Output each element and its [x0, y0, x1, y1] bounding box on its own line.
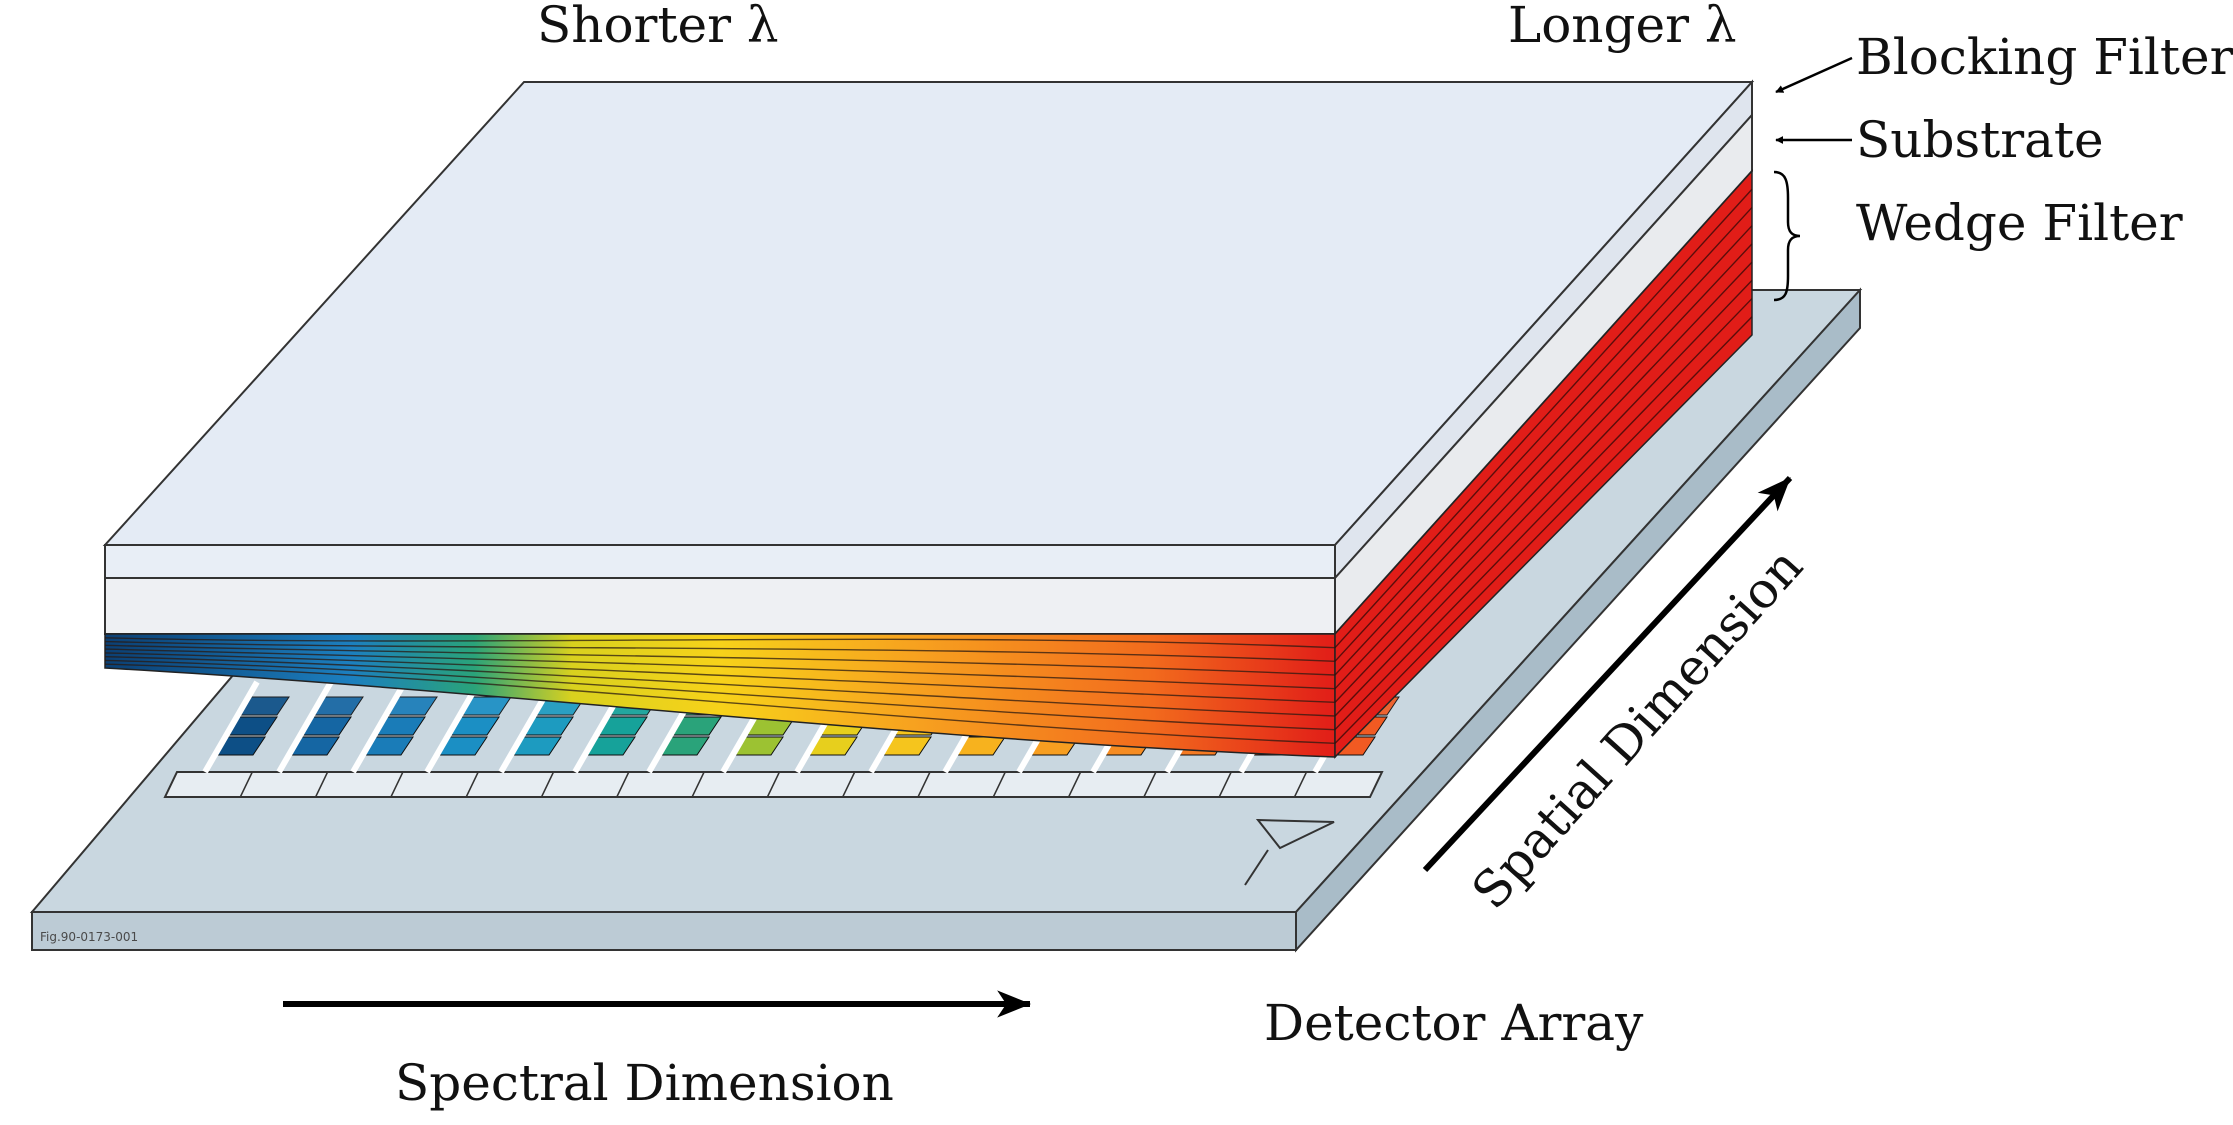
blocking-filter-front — [104, 544, 1336, 579]
wedge-layer-line — [104, 637, 1336, 649]
wedge-layer-line — [104, 652, 1336, 704]
wedge-layer-line — [104, 644, 1336, 676]
detector-plate-side — [1295, 287, 1861, 953]
wedge-side-line — [1334, 316, 1753, 744]
wedge-side-line — [1334, 225, 1753, 676]
readout-cell-divider — [1067, 771, 1082, 798]
wedge-side-lines — [1334, 188, 1753, 744]
label-shorter-wavelength: Shorter λ — [537, 0, 779, 54]
wedge-layer-line — [104, 663, 1336, 745]
readout-cell-divider — [465, 771, 479, 798]
label-longer-wavelength: Longer λ — [1508, 0, 1737, 54]
wedge-layer-line — [104, 655, 1336, 717]
readout-cell-divider — [239, 771, 253, 798]
spatial-dimension-arrow — [1422, 475, 1793, 873]
pixel-gap-line — [276, 680, 334, 774]
wedge-side-line — [1334, 279, 1753, 717]
readout-cell-divider — [616, 771, 630, 798]
label-wedge-filter: Wedge Filter — [1856, 194, 2183, 252]
readout-cell-divider — [314, 771, 329, 798]
blocking-filter-arrow — [1775, 56, 1853, 94]
wedge-side-line — [1334, 188, 1753, 649]
readout-cell-divider — [1218, 771, 1232, 798]
readout-cell-divider — [390, 771, 404, 798]
readout-cell-divider — [1143, 771, 1157, 798]
wedge-layer-line — [104, 640, 1336, 663]
wedge-side-line — [1334, 261, 1753, 703]
readout-cell-divider — [540, 771, 555, 798]
wedge-filter-brace — [1773, 170, 1801, 302]
figure-id-label: Fig.90-0173-001 — [40, 930, 138, 944]
label-spectral-dimension: Spectral Dimension — [395, 1054, 894, 1112]
readout-cell-divider — [917, 771, 931, 798]
wedge-side-line — [1334, 206, 1753, 662]
label-detector-array: Detector Array — [1264, 994, 1644, 1052]
readout-cell-divider — [766, 771, 781, 798]
readout-cell-divider — [691, 771, 705, 798]
wedge-side-line — [1334, 298, 1753, 731]
label-substrate: Substrate — [1856, 111, 2104, 169]
detector-plate-front — [31, 911, 1297, 951]
amplifier-symbol — [1244, 818, 1335, 886]
label-blocking-filter: Blocking Filter — [1856, 28, 2233, 86]
substrate-front — [104, 577, 1336, 635]
wedge-layer-line — [104, 648, 1336, 690]
detector-readout-row — [163, 771, 1384, 798]
wedge-layer-lines — [104, 637, 1336, 745]
wedge-side-line — [1334, 243, 1753, 690]
pixel-gap-line — [202, 680, 260, 774]
readout-cell-divider — [1293, 771, 1308, 798]
pixel-gap-line — [424, 680, 482, 774]
readout-cell-divider — [992, 771, 1006, 798]
pixel-gap-line — [350, 680, 408, 774]
readout-cell-divider — [842, 771, 856, 798]
filter-stack — [102, 79, 1755, 759]
wedge-layer-line — [104, 659, 1336, 731]
